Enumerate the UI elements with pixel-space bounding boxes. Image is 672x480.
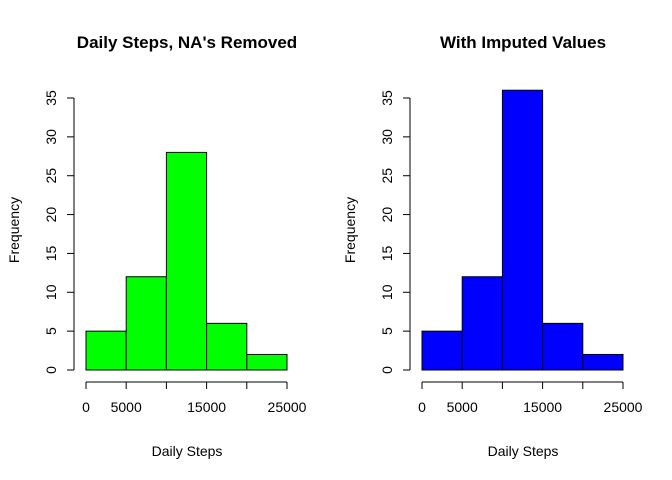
histogram-panel-imputed: With Imputed Values Daily Steps Frequenc… xyxy=(342,33,643,459)
y-tick-label: 0 xyxy=(43,366,59,374)
x-tick-label: 15000 xyxy=(523,399,562,415)
x-axis-label: Daily Steps xyxy=(152,443,223,459)
histogram-bar-1 xyxy=(125,276,167,371)
x-tick-label: 15000 xyxy=(187,399,226,415)
y-tick-label: 15 xyxy=(379,245,395,261)
y-tick-label: 15 xyxy=(43,245,59,261)
y-axis-label: Frequency xyxy=(6,197,22,263)
histogram-bar-4 xyxy=(246,353,288,371)
x-axis-label: Daily Steps xyxy=(488,443,559,459)
y-tick-label: 10 xyxy=(379,284,395,300)
y-tick-label: 25 xyxy=(43,168,59,184)
y-axis: 0 5 10 15 20 25 30 35 xyxy=(43,90,75,374)
y-tick-label: 5 xyxy=(379,327,395,335)
x-tick-label: 25000 xyxy=(268,399,307,415)
y-axis: 0 5 10 15 20 25 30 35 xyxy=(379,90,411,374)
histogram-bar-3 xyxy=(206,322,248,371)
x-tick-label: 5000 xyxy=(447,399,478,415)
y-tick-label: 30 xyxy=(379,129,395,145)
bars-group xyxy=(85,151,288,371)
histogram-bar-0 xyxy=(85,330,127,371)
histogram-bar-2 xyxy=(501,89,544,371)
y-axis-label: Frequency xyxy=(342,197,358,263)
y-tick-label: 20 xyxy=(379,207,395,223)
histogram-bar-2 xyxy=(165,151,208,371)
histogram-bar-4 xyxy=(582,353,624,371)
histogram-bar-0 xyxy=(421,330,463,371)
x-tick-label: 0 xyxy=(418,399,426,415)
y-tick-label: 35 xyxy=(43,90,59,106)
y-tick-label: 5 xyxy=(43,327,59,335)
x-tick-label: 5000 xyxy=(111,399,142,415)
bars-group xyxy=(421,89,624,371)
histogram-bar-3 xyxy=(542,322,584,371)
x-tick-label: 0 xyxy=(82,399,90,415)
y-tick-label: 20 xyxy=(43,207,59,223)
y-tick-label: 25 xyxy=(379,168,395,184)
x-axis: 0 5000 15000 25000 xyxy=(418,381,643,415)
chart-title: Daily Steps, NA's Removed xyxy=(77,33,297,52)
histogram-bar-1 xyxy=(461,276,503,371)
y-tick-label: 35 xyxy=(379,90,395,106)
x-tick-label: 25000 xyxy=(604,399,643,415)
y-tick-label: 0 xyxy=(379,366,395,374)
histogram-panel-na-removed: Daily Steps, NA's Removed Daily Steps Fr… xyxy=(6,33,307,459)
chart-title: With Imputed Values xyxy=(440,33,606,52)
y-tick-label: 30 xyxy=(43,129,59,145)
x-axis: 0 5000 15000 25000 xyxy=(82,381,307,415)
y-tick-label: 10 xyxy=(43,284,59,300)
